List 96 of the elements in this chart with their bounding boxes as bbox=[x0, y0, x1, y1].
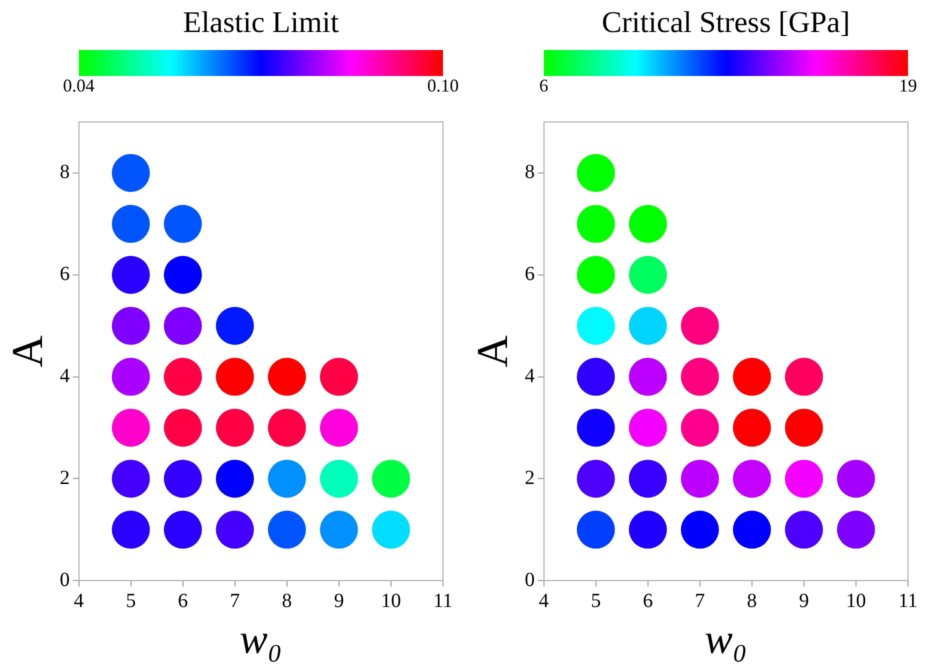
x-tick-label: 7 bbox=[230, 590, 240, 612]
x-tick-label: 7 bbox=[694, 590, 705, 612]
point bbox=[112, 204, 150, 243]
x-axis-title: w₀ bbox=[240, 616, 282, 663]
point bbox=[112, 510, 150, 549]
point bbox=[628, 408, 667, 447]
point bbox=[164, 510, 202, 549]
point bbox=[836, 460, 875, 498]
point bbox=[784, 510, 823, 549]
point bbox=[784, 358, 823, 396]
x-tick-label: 11 bbox=[898, 590, 918, 612]
point bbox=[112, 408, 150, 447]
point bbox=[112, 256, 150, 294]
point bbox=[112, 154, 150, 192]
y-tick-label: 6 bbox=[60, 263, 70, 286]
x-axis-title: w₀ bbox=[704, 616, 748, 663]
point bbox=[164, 204, 202, 243]
color-bar-label: 19 bbox=[899, 76, 917, 96]
y-tick-label: 0 bbox=[60, 568, 70, 591]
y-tick-label: 2 bbox=[524, 466, 535, 489]
x-tick-label: 5 bbox=[126, 590, 136, 612]
point bbox=[576, 408, 615, 447]
point bbox=[320, 358, 358, 396]
point bbox=[576, 204, 615, 243]
point bbox=[216, 460, 254, 498]
point bbox=[576, 460, 615, 498]
point bbox=[576, 358, 615, 396]
y-tick-label: 8 bbox=[60, 161, 70, 184]
point bbox=[680, 358, 719, 396]
point bbox=[372, 510, 410, 549]
y-tick-label: 2 bbox=[60, 466, 70, 489]
point bbox=[680, 510, 719, 549]
x-tick-label: 10 bbox=[380, 590, 401, 612]
point bbox=[164, 460, 202, 498]
point bbox=[576, 154, 615, 192]
point bbox=[372, 460, 410, 498]
x-tick-label: 5 bbox=[590, 590, 601, 612]
point bbox=[576, 306, 615, 345]
point bbox=[732, 408, 771, 447]
point bbox=[628, 306, 667, 345]
y-tick-label: 0 bbox=[524, 568, 535, 591]
point bbox=[836, 510, 875, 549]
x-tick-label: 9 bbox=[334, 590, 344, 612]
point bbox=[164, 358, 202, 396]
point bbox=[628, 358, 667, 396]
chart-title: Elastic Limit bbox=[182, 6, 340, 39]
x-tick-label: 6 bbox=[178, 590, 188, 612]
x-tick-label: 4 bbox=[74, 590, 84, 612]
point bbox=[268, 408, 306, 447]
point bbox=[112, 358, 150, 396]
point bbox=[320, 510, 358, 549]
point bbox=[112, 460, 150, 498]
point bbox=[732, 460, 771, 498]
point bbox=[216, 408, 254, 447]
x-tick-label: 9 bbox=[798, 590, 809, 612]
point bbox=[732, 510, 771, 549]
point bbox=[784, 408, 823, 447]
point bbox=[112, 306, 150, 345]
point bbox=[320, 460, 358, 498]
point bbox=[216, 358, 254, 396]
y-axis-title: A bbox=[2, 335, 52, 368]
x-tick-label: 8 bbox=[746, 590, 757, 612]
color-bar-label: 6 bbox=[539, 76, 548, 96]
point bbox=[628, 460, 667, 498]
x-tick-label: 10 bbox=[846, 590, 866, 612]
y-tick-label: 8 bbox=[524, 161, 535, 184]
point bbox=[628, 204, 667, 243]
point bbox=[268, 460, 306, 498]
point bbox=[576, 256, 615, 294]
point bbox=[628, 256, 667, 294]
point bbox=[216, 510, 254, 549]
x-tick-label: 4 bbox=[538, 590, 549, 612]
point bbox=[680, 408, 719, 447]
point bbox=[268, 358, 306, 396]
y-axis-title: A bbox=[468, 335, 517, 368]
point bbox=[268, 510, 306, 549]
chart-title: Critical Stress [GPa] bbox=[602, 6, 850, 39]
y-tick-label: 4 bbox=[524, 365, 535, 388]
point bbox=[680, 306, 719, 345]
point bbox=[164, 306, 202, 345]
x-tick-label: 6 bbox=[642, 590, 653, 612]
point bbox=[164, 256, 202, 294]
y-tick-label: 6 bbox=[524, 263, 535, 286]
point bbox=[320, 408, 358, 447]
y-tick-label: 4 bbox=[60, 365, 70, 388]
point bbox=[576, 510, 615, 549]
point bbox=[164, 408, 202, 447]
point bbox=[216, 306, 254, 345]
color-bar-label: 0.04 bbox=[63, 76, 95, 96]
point bbox=[784, 460, 823, 498]
x-tick-label: 11 bbox=[433, 590, 453, 612]
point bbox=[628, 510, 667, 549]
x-tick-label: 8 bbox=[282, 590, 292, 612]
color-bar-label: 0.10 bbox=[427, 76, 459, 96]
point bbox=[680, 460, 719, 498]
point bbox=[732, 358, 771, 396]
